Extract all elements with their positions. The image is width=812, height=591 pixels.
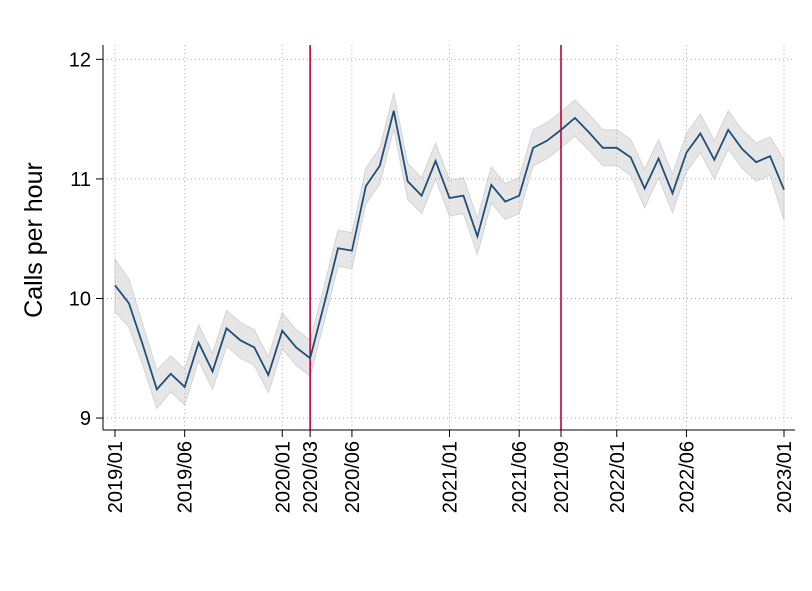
y-tick-label: 10	[69, 288, 91, 310]
x-tick-label: 2023/01	[774, 441, 796, 513]
x-tick-label: 2022/06	[676, 441, 698, 513]
y-axis-label: Calls per hour	[20, 162, 48, 318]
x-tick-label: 2021/01	[440, 441, 462, 513]
x-tick-label: 2020/06	[342, 441, 364, 513]
x-tick-label: 2022/01	[607, 441, 629, 513]
y-tick-label: 9	[80, 408, 91, 430]
x-tick-label: 2020/03	[300, 441, 322, 513]
x-tick-label: 2020/01	[272, 441, 294, 513]
line	[114, 110, 785, 392]
x-tick-label: 2021/06	[509, 441, 531, 513]
x-tick-label: 2019/06	[175, 441, 197, 513]
x-tick-label: 2021/09	[551, 441, 573, 513]
y-tick-label: 12	[69, 49, 91, 71]
x-tick-label: 2019/01	[105, 441, 127, 513]
y-tick-label: 11	[70, 169, 91, 191]
